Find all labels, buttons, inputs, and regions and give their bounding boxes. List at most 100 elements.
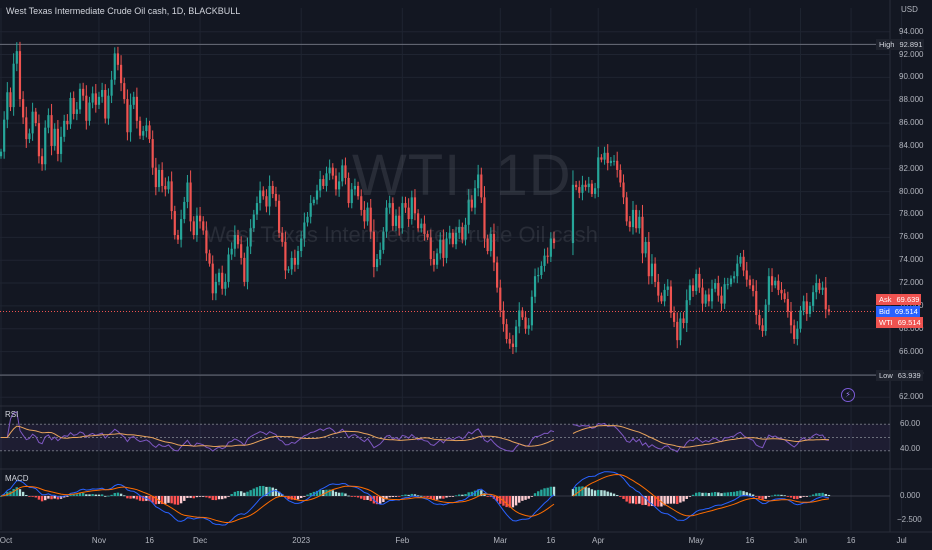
candle-body — [717, 283, 720, 296]
macd-tick-minus: −2.500 — [897, 515, 922, 524]
macd-histogram-bar — [227, 496, 230, 497]
time-tick-label: 16 — [846, 536, 856, 545]
candle-body — [619, 169, 622, 183]
candle-body — [284, 241, 287, 271]
bid-price-tag: Bid 69.514 — [876, 305, 920, 317]
macd-histogram-bar — [416, 495, 420, 497]
macd-histogram-bar — [230, 493, 233, 496]
macd-histogram-bar — [448, 496, 451, 497]
candle-body — [612, 160, 616, 162]
candle-body — [101, 89, 104, 97]
currency-label: USD — [901, 5, 918, 14]
macd-histogram-bar — [574, 487, 578, 496]
candle-body — [217, 272, 221, 282]
candle-body — [770, 276, 774, 286]
candle-body — [104, 89, 107, 119]
macd-histogram-bar — [660, 496, 663, 507]
candle-body — [631, 209, 635, 228]
symbol-header[interactable]: West Texas Intermediate Crude Oil cash, … — [6, 6, 241, 16]
macd-histogram-bar — [94, 494, 97, 496]
candle-body — [113, 53, 116, 80]
price-tick-label: 94.000 — [899, 26, 924, 36]
macd-histogram-bar — [780, 494, 783, 496]
candle-body — [597, 157, 600, 189]
candle-body — [663, 289, 666, 302]
macd-histogram-bar — [239, 491, 243, 496]
rsi-label[interactable]: RSI — [5, 410, 19, 419]
candle-body — [622, 182, 625, 198]
price-tick-label: 66.000 — [899, 346, 924, 356]
candle-body — [233, 235, 236, 249]
rsi-line — [1, 411, 829, 453]
candle-body — [720, 295, 723, 304]
macd-histogram-bar — [277, 491, 281, 496]
macd-histogram-bar — [167, 496, 170, 503]
macd-histogram-bar — [246, 491, 249, 496]
lightning-icon[interactable]: ⚡ — [841, 388, 855, 402]
price-tick-label: 78.000 — [899, 209, 924, 219]
candle-body — [827, 309, 831, 312]
candle-body — [173, 211, 176, 236]
candle-body — [300, 238, 303, 252]
macd-histogram-bar — [663, 496, 666, 506]
macd-histogram-bar — [262, 485, 265, 496]
macd-histogram-bar — [160, 496, 164, 505]
macd-histogram-bar — [391, 496, 395, 498]
candle-body — [527, 325, 530, 329]
macd-label[interactable]: MACD — [5, 474, 29, 483]
candle-body — [388, 203, 391, 208]
candle-body — [514, 326, 518, 348]
candle-body — [296, 251, 300, 265]
candle-body — [391, 203, 394, 226]
macd-histogram-bar — [676, 496, 679, 505]
macd-histogram-bar — [334, 491, 338, 496]
macd-histogram-bar — [129, 496, 132, 499]
candle-body — [593, 188, 597, 194]
candle-body — [695, 273, 698, 292]
macd-histogram-bar — [50, 496, 53, 500]
macd-histogram-bar — [25, 494, 28, 496]
macd-histogram-bar — [258, 485, 262, 496]
candle-body — [571, 184, 575, 244]
candle-body — [458, 227, 461, 233]
macd-histogram-bar — [331, 490, 334, 496]
candle-body — [641, 216, 644, 254]
macd-histogram-bar — [628, 496, 632, 504]
candle-body — [669, 286, 673, 313]
macd-histogram-bar — [511, 496, 515, 508]
price-tick-label: 76.000 — [899, 232, 924, 242]
macd-histogram-bar — [243, 492, 246, 496]
macd-histogram-bar — [745, 492, 748, 496]
candle-body — [195, 215, 199, 236]
candle-body — [755, 291, 758, 316]
candle-body — [271, 185, 274, 194]
macd-histogram-bar — [189, 496, 192, 498]
candle-body — [356, 185, 360, 197]
candle-body — [259, 190, 262, 204]
macd-histogram-bar — [732, 491, 736, 496]
macd-histogram-bar — [363, 496, 366, 501]
price-tick-label: 90.000 — [899, 72, 924, 82]
macd-histogram-bar — [461, 494, 464, 496]
price-tick-label: 92.000 — [899, 49, 924, 59]
candle-body — [382, 231, 385, 250]
price-tick-label: 84.000 — [899, 140, 924, 150]
macd-histogram-bar — [631, 496, 635, 504]
candle-body — [404, 203, 407, 208]
macd-histogram-bar — [688, 496, 692, 497]
candle-body — [638, 216, 641, 229]
candle-body — [394, 215, 398, 226]
high-tag-value: 92.891 — [897, 38, 925, 50]
watermark-name: West Texas Intermediate Crude Oil cash — [205, 222, 598, 247]
candle-body — [824, 287, 827, 310]
time-tick-label: Jun — [794, 536, 807, 545]
candle-body — [208, 253, 211, 264]
macd-histogram-bar — [679, 496, 682, 503]
candle-body — [12, 63, 15, 108]
macd-histogram-bar — [271, 487, 274, 496]
candle-body — [240, 244, 243, 258]
candle-body — [170, 181, 173, 212]
candle-body — [701, 287, 704, 304]
macd-histogram-bar — [198, 496, 202, 497]
